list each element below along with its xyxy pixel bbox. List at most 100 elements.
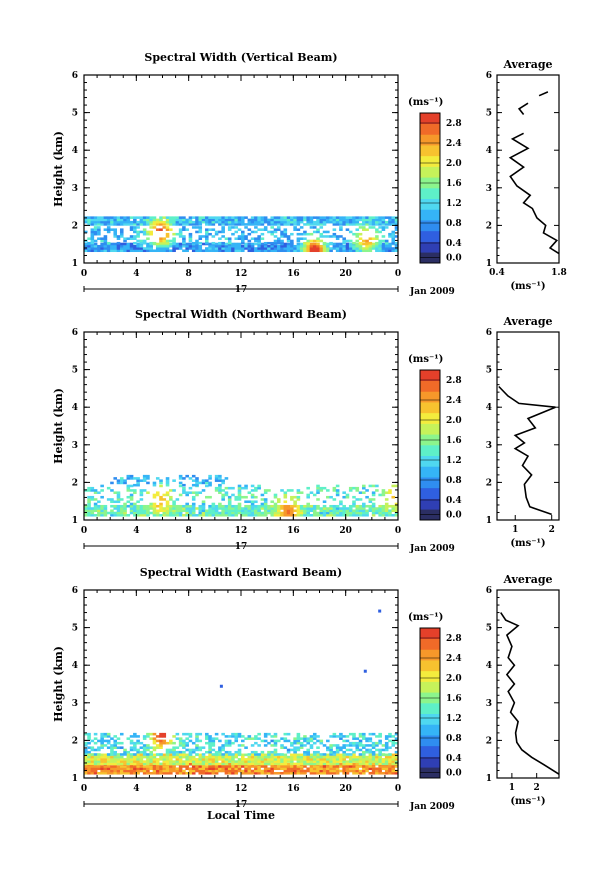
heat-cell [339,753,343,757]
heat-cell [182,769,186,773]
heat-cell [244,504,248,508]
heat-cell [165,771,170,775]
heat-cell [123,765,127,768]
heat-cell [371,223,376,226]
heat-cell [103,237,108,240]
day-label: 17 [235,285,248,295]
heat-cell [296,237,301,240]
heat-cell [299,760,304,763]
heat-cell [368,504,373,508]
heat-cell [312,732,317,736]
heat-cell [106,765,111,768]
heat-cell [155,223,160,226]
profile-x-tick-label: 1 [509,783,515,793]
heat-cell [93,732,98,736]
heat-cell [267,767,271,771]
heat-cell [306,239,310,243]
heat-cell [172,220,176,224]
heat-cell [286,237,291,240]
heat-cell [146,744,150,747]
heat-cell [358,762,363,766]
heat-cell [123,511,127,515]
heat-cell [97,753,101,756]
heat-cell [332,223,337,226]
heat-cell [378,216,382,219]
heat-cell [273,218,278,222]
heat-cell [106,762,111,766]
heat-cell [273,228,278,231]
heat-cell [365,750,369,754]
heat-cell [283,244,288,248]
heat-cell [159,244,163,248]
heat-cell [205,232,209,236]
heat-cell [162,735,167,738]
heat-cell [368,244,373,248]
heat-cell [227,502,232,506]
heat-cell [280,755,284,759]
heat-cell [237,750,242,754]
heat-cell [375,484,379,488]
heat-cell [394,226,399,229]
heat-cell [365,769,369,773]
heat-cell [113,249,118,253]
heat-cell [378,771,382,775]
heat-cell [113,746,118,749]
heat-cell [293,500,297,504]
heat-cell [142,750,147,754]
heat-cell [198,220,203,224]
heat-cell [182,226,186,229]
heat-cell [188,760,193,763]
heat-cell [348,509,353,513]
heat-cell [231,493,235,497]
heat-cell [87,758,91,761]
heat-cell [221,220,225,224]
heat-cell [339,758,343,761]
heat-cell [87,495,91,499]
heat-cell [185,218,189,222]
heat-cell [188,477,193,480]
heat-cell [283,228,288,231]
heat-cell [188,507,193,510]
heat-cell [129,226,134,229]
heat-cell [335,216,340,219]
heat-cell [388,765,392,768]
heat-cell [362,513,366,517]
y-tick-label: 3 [72,184,78,194]
heat-cell [87,762,91,766]
colorbar-tick-label: 0.0 [446,769,462,779]
heat-cell [339,746,343,749]
heat-cell [90,239,95,243]
heat-cell [116,507,121,510]
heat-cell [244,762,248,766]
profile-x-tick-label: 1.8 [551,268,567,278]
heat-cell [384,249,389,253]
heat-cell [296,732,301,736]
heat-cell [142,228,147,231]
heat-cell [263,760,268,763]
heat-cell [231,242,235,246]
heat-cell [165,760,170,763]
heat-cell [178,484,183,488]
heat-cell [126,500,131,504]
heat-cell [345,755,350,759]
heat-cell [381,249,386,253]
profile-title: Average [502,573,552,586]
heat-cell [263,504,268,508]
heat-cell [110,755,114,759]
heat-cell [123,760,127,763]
heat-cell [205,732,209,736]
heat-cell [276,513,281,517]
heat-cell [106,241,111,245]
heat-cell [365,762,369,766]
heat-cell [316,513,320,517]
heat-cell [178,760,183,763]
heat-cell [165,504,170,508]
heat-cell [368,247,373,250]
heat-cell [365,218,369,222]
heat-cell [129,498,134,501]
heat-cell [87,771,91,775]
heat-cell [355,765,360,768]
heat-cell [169,244,173,248]
heat-cell [384,767,389,771]
heat-cell [178,513,183,517]
